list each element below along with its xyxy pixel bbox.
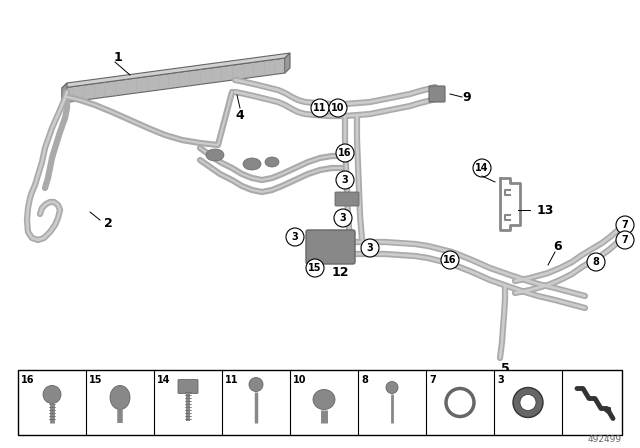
- Text: 6: 6: [554, 240, 563, 253]
- Circle shape: [386, 382, 398, 393]
- Circle shape: [520, 395, 536, 410]
- Text: 7: 7: [621, 235, 628, 245]
- Circle shape: [43, 385, 61, 404]
- Text: 8: 8: [361, 375, 368, 385]
- Ellipse shape: [313, 389, 335, 409]
- Text: 7: 7: [429, 375, 436, 385]
- Circle shape: [249, 378, 263, 392]
- Circle shape: [306, 259, 324, 277]
- Text: 10: 10: [293, 375, 307, 385]
- FancyBboxPatch shape: [429, 86, 445, 102]
- Text: 12: 12: [332, 266, 349, 279]
- Text: 4: 4: [236, 108, 244, 121]
- Text: 10: 10: [332, 103, 345, 113]
- Circle shape: [361, 239, 379, 257]
- Polygon shape: [62, 53, 290, 88]
- Ellipse shape: [243, 158, 261, 170]
- Circle shape: [446, 388, 474, 417]
- FancyBboxPatch shape: [335, 192, 359, 206]
- Polygon shape: [62, 83, 67, 103]
- Text: 15: 15: [308, 263, 322, 273]
- Polygon shape: [285, 53, 290, 73]
- Circle shape: [441, 251, 459, 269]
- Circle shape: [587, 253, 605, 271]
- Circle shape: [616, 231, 634, 249]
- Circle shape: [329, 99, 347, 117]
- Circle shape: [334, 209, 352, 227]
- Text: 14: 14: [157, 375, 170, 385]
- Text: 3: 3: [367, 243, 373, 253]
- Ellipse shape: [265, 157, 279, 167]
- Text: 2: 2: [104, 216, 113, 229]
- Ellipse shape: [110, 385, 130, 409]
- Text: 16: 16: [339, 148, 352, 158]
- Ellipse shape: [206, 149, 224, 161]
- Text: 3: 3: [292, 232, 298, 242]
- Text: 492499: 492499: [588, 435, 622, 444]
- Text: 16: 16: [21, 375, 35, 385]
- Bar: [18, 370, 622, 435]
- Text: 11: 11: [313, 103, 327, 113]
- Text: 1: 1: [114, 51, 122, 64]
- Text: 3: 3: [340, 213, 346, 223]
- Text: 15: 15: [89, 375, 102, 385]
- Text: 11: 11: [225, 375, 239, 385]
- Circle shape: [311, 99, 329, 117]
- Circle shape: [286, 228, 304, 246]
- Polygon shape: [62, 58, 285, 103]
- Text: 3: 3: [342, 175, 348, 185]
- Circle shape: [473, 159, 491, 177]
- Text: 8: 8: [593, 257, 600, 267]
- Text: 16: 16: [444, 255, 457, 265]
- FancyBboxPatch shape: [178, 379, 198, 393]
- Text: 14: 14: [476, 163, 489, 173]
- Circle shape: [336, 144, 354, 162]
- Text: 7: 7: [621, 220, 628, 230]
- Text: 5: 5: [500, 362, 509, 375]
- Circle shape: [336, 171, 354, 189]
- Text: 9: 9: [463, 90, 471, 103]
- Circle shape: [616, 216, 634, 234]
- FancyBboxPatch shape: [306, 230, 355, 264]
- Circle shape: [513, 388, 543, 418]
- Text: 13: 13: [536, 203, 554, 216]
- Text: 3: 3: [497, 375, 504, 385]
